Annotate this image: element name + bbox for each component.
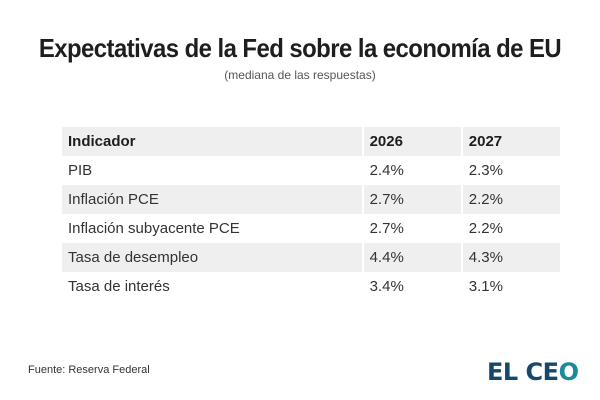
column-header-indicador: Indicador	[62, 127, 364, 156]
logo-accent-letter: O	[558, 358, 579, 386]
column-header-2027: 2027	[462, 127, 560, 156]
cell-2026: 2.7%	[363, 185, 463, 214]
page-title: Expectativas de la Fed sobre la economía…	[38, 33, 562, 63]
source-note: Fuente: Reserva Federal	[28, 364, 150, 376]
cell-2027: 2.3%	[468, 162, 503, 179]
cell-2026: 3.4%	[364, 272, 463, 301]
table-row: Tasa de interés 3.4% 3.1%	[62, 272, 560, 301]
indicators-table: Indicador 2026 2027 PIB 2.4% 2.3% Inflac…	[62, 127, 560, 301]
table-header-row: Indicador 2026 2027	[62, 127, 560, 156]
cell-2027: 3.1%	[468, 278, 503, 295]
cell-indicador: Tasa de interés	[62, 272, 364, 301]
cell-indicador: Tasa de desempleo	[62, 243, 364, 272]
column-header-2026: 2026	[363, 127, 463, 156]
cell-2027: 2.2%	[468, 220, 503, 237]
page-subtitle: (mediana de las respuestas)	[224, 68, 376, 82]
cell-indicador: Inflación subyacente PCE	[62, 214, 364, 243]
logo-text: EL CE	[487, 358, 559, 386]
cell-2026: 4.4%	[363, 243, 463, 272]
table-row: Inflación subyacente PCE 2.7% 2.2%	[62, 214, 560, 243]
cell-2027: 4.3%	[462, 243, 560, 272]
cell-2026: 2.7%	[364, 214, 463, 243]
table-row: Tasa de desempleo 4.4% 4.3%	[62, 243, 560, 272]
cell-indicador: PIB	[62, 156, 364, 185]
cell-2026: 2.4%	[364, 156, 463, 185]
cell-2027: 2.2%	[462, 185, 560, 214]
el-ceo-logo: EL CEO	[487, 358, 579, 386]
table-row: PIB 2.4% 2.3%	[62, 156, 560, 185]
table-row: Inflación PCE 2.7% 2.2%	[62, 185, 560, 214]
cell-indicador: Inflación PCE	[62, 185, 364, 214]
